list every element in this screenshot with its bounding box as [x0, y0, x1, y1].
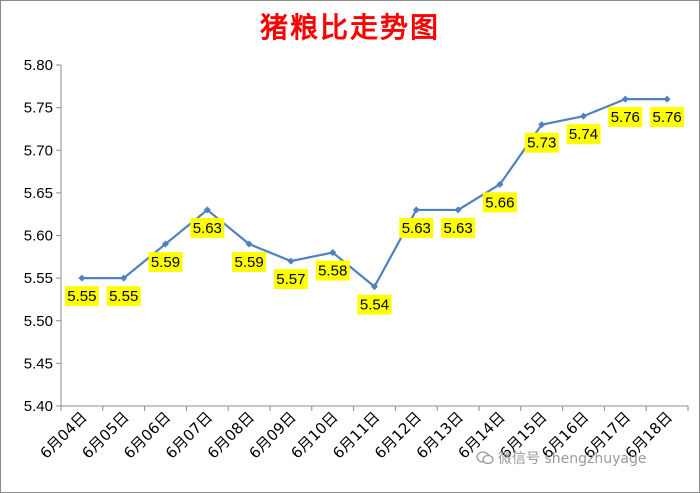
data-point	[371, 283, 378, 291]
y-tick-label: 5.50	[24, 313, 53, 330]
wechat-icon	[476, 451, 494, 465]
data-point	[245, 240, 253, 248]
watermark-text: 微信号 shengzhuyage	[498, 451, 647, 467]
y-tick-label: 5.65	[24, 185, 53, 202]
data-label-box	[650, 107, 685, 128]
y-tick-label: 5.55	[24, 270, 53, 287]
data-point	[621, 95, 629, 103]
data-label-box	[148, 252, 183, 273]
data-label-box	[566, 124, 601, 145]
data-label-box	[608, 107, 643, 128]
y-tick-label: 5.60	[24, 228, 53, 245]
data-label-box	[273, 269, 308, 290]
data-label: 5.63	[402, 220, 431, 237]
data-label-box	[441, 217, 476, 238]
data-point	[454, 206, 462, 214]
data-label: 5.66	[485, 194, 514, 211]
data-point	[496, 180, 504, 188]
y-tick-label: 5.40	[24, 398, 53, 415]
data-label-box	[399, 217, 434, 238]
data-point	[329, 249, 337, 257]
data-point	[162, 240, 169, 248]
data-label: 5.76	[652, 109, 681, 126]
data-label-box	[190, 217, 225, 238]
data-label-box	[106, 286, 141, 307]
data-point	[287, 257, 295, 265]
data-point	[120, 274, 128, 282]
data-point	[78, 274, 86, 282]
data-label: 5.58	[318, 263, 347, 280]
y-tick-label: 5.80	[24, 57, 53, 74]
data-label-box	[64, 286, 99, 307]
data-point	[538, 121, 546, 129]
data-label: 5.59	[234, 254, 263, 271]
data-label: 5.74	[569, 126, 598, 143]
data-label: 5.73	[527, 135, 556, 152]
data-point	[663, 95, 671, 103]
y-tick-label: 5.70	[24, 142, 53, 159]
data-label: 5.63	[193, 220, 222, 237]
data-point	[412, 206, 420, 214]
y-tick-label: 5.45	[24, 355, 53, 372]
watermark: 微信号 shengzhuyage	[476, 448, 646, 468]
data-label: 5.76	[611, 109, 640, 126]
data-label-box	[315, 260, 350, 281]
data-point	[580, 112, 587, 120]
data-point	[203, 206, 211, 214]
data-label: 5.63	[443, 220, 472, 237]
data-label: 5.57	[276, 271, 305, 288]
data-label-box	[232, 252, 267, 273]
data-label: 5.55	[67, 288, 96, 305]
data-label-box	[357, 294, 392, 315]
data-label-box	[482, 192, 517, 213]
data-label: 5.54	[360, 297, 389, 314]
y-tick-label: 5.75	[24, 100, 53, 117]
chart-title: 猪粮比走势图	[259, 11, 440, 44]
data-label: 5.55	[109, 288, 138, 305]
data-label-box	[524, 132, 559, 153]
data-label: 5.59	[151, 254, 180, 271]
